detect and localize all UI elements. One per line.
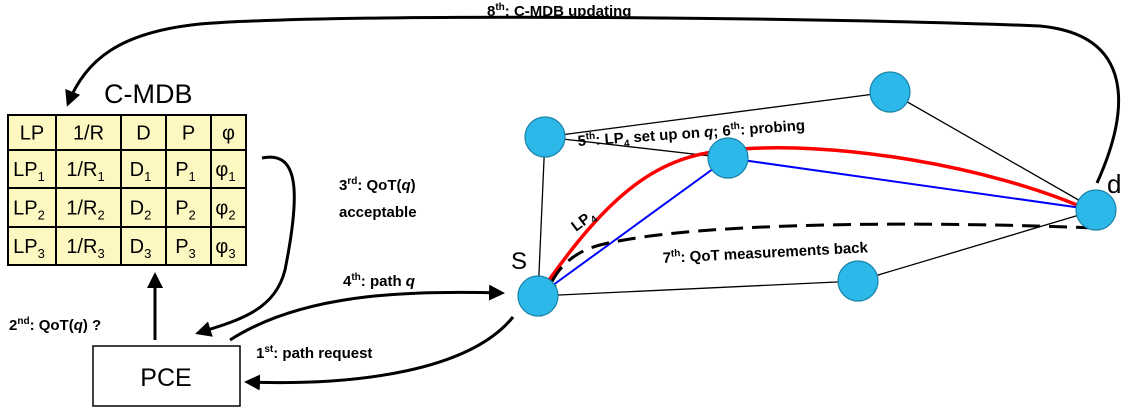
step1-label: 1st: path request: [256, 344, 372, 362]
table-cell: LP3: [13, 236, 45, 261]
table-cell: D3: [130, 236, 152, 261]
table-cell: P3: [175, 236, 196, 261]
step2-label: 2nd: QoT(q) ?: [9, 316, 101, 334]
pce-box: [92, 345, 241, 407]
table-cell: LP1: [13, 159, 45, 184]
table-header-cell: 1/R: [73, 123, 104, 145]
pce-label: PCE: [140, 364, 191, 392]
table-cell: 1/R1: [66, 159, 104, 184]
table-cell: φ1: [215, 159, 235, 184]
table-cell: P2: [175, 198, 196, 223]
table-header-cell: LP: [20, 123, 44, 145]
node-source: [517, 275, 559, 317]
table-cell: LP2: [13, 198, 45, 223]
step7-label: 7th: QoT measurements back: [662, 238, 869, 267]
step4-label: 4th: path q: [343, 272, 415, 290]
step8-label: 8th: C-MDB updating: [487, 2, 631, 20]
table-cell: φ3: [215, 236, 235, 261]
table-cell: P1: [175, 159, 196, 184]
table-cell: 1/R3: [66, 236, 104, 261]
network-edges: [537, 91, 1097, 297]
path-request-arrow: [244, 316, 515, 391]
node-top-right: [869, 71, 911, 113]
table-cell: 1/R2: [66, 198, 104, 223]
path-q-arrow: [229, 284, 505, 342]
table-cell: φ2: [215, 198, 235, 223]
qot-acceptable-arrow: [195, 155, 296, 337]
node-destination: [1075, 189, 1117, 231]
table-header-cell: P: [182, 123, 195, 145]
node-bottom: [837, 260, 879, 302]
node-top-left: [524, 116, 566, 158]
table-header-cell: D: [136, 123, 150, 145]
c-mdb-updating-arrow: [65, 15, 1121, 184]
table-cell: D2: [130, 198, 152, 223]
step5-6-label: 5th: LP4 set up on q; 6th: probing: [577, 116, 806, 153]
step3-label-line2: acceptable: [339, 204, 417, 221]
step3-label: 3rd: QoT(q): [339, 176, 416, 194]
destination-label: d: [1107, 169, 1121, 199]
c-mdb-title: C-MDB: [104, 79, 193, 109]
table-header-cell: φ: [222, 123, 235, 145]
node-middle: [707, 137, 749, 179]
table-cell: D1: [130, 159, 152, 184]
blue-path: [537, 156, 1097, 297]
qot-back-dashed-arrow: [543, 222, 1095, 300]
source-label: S: [511, 248, 527, 275]
